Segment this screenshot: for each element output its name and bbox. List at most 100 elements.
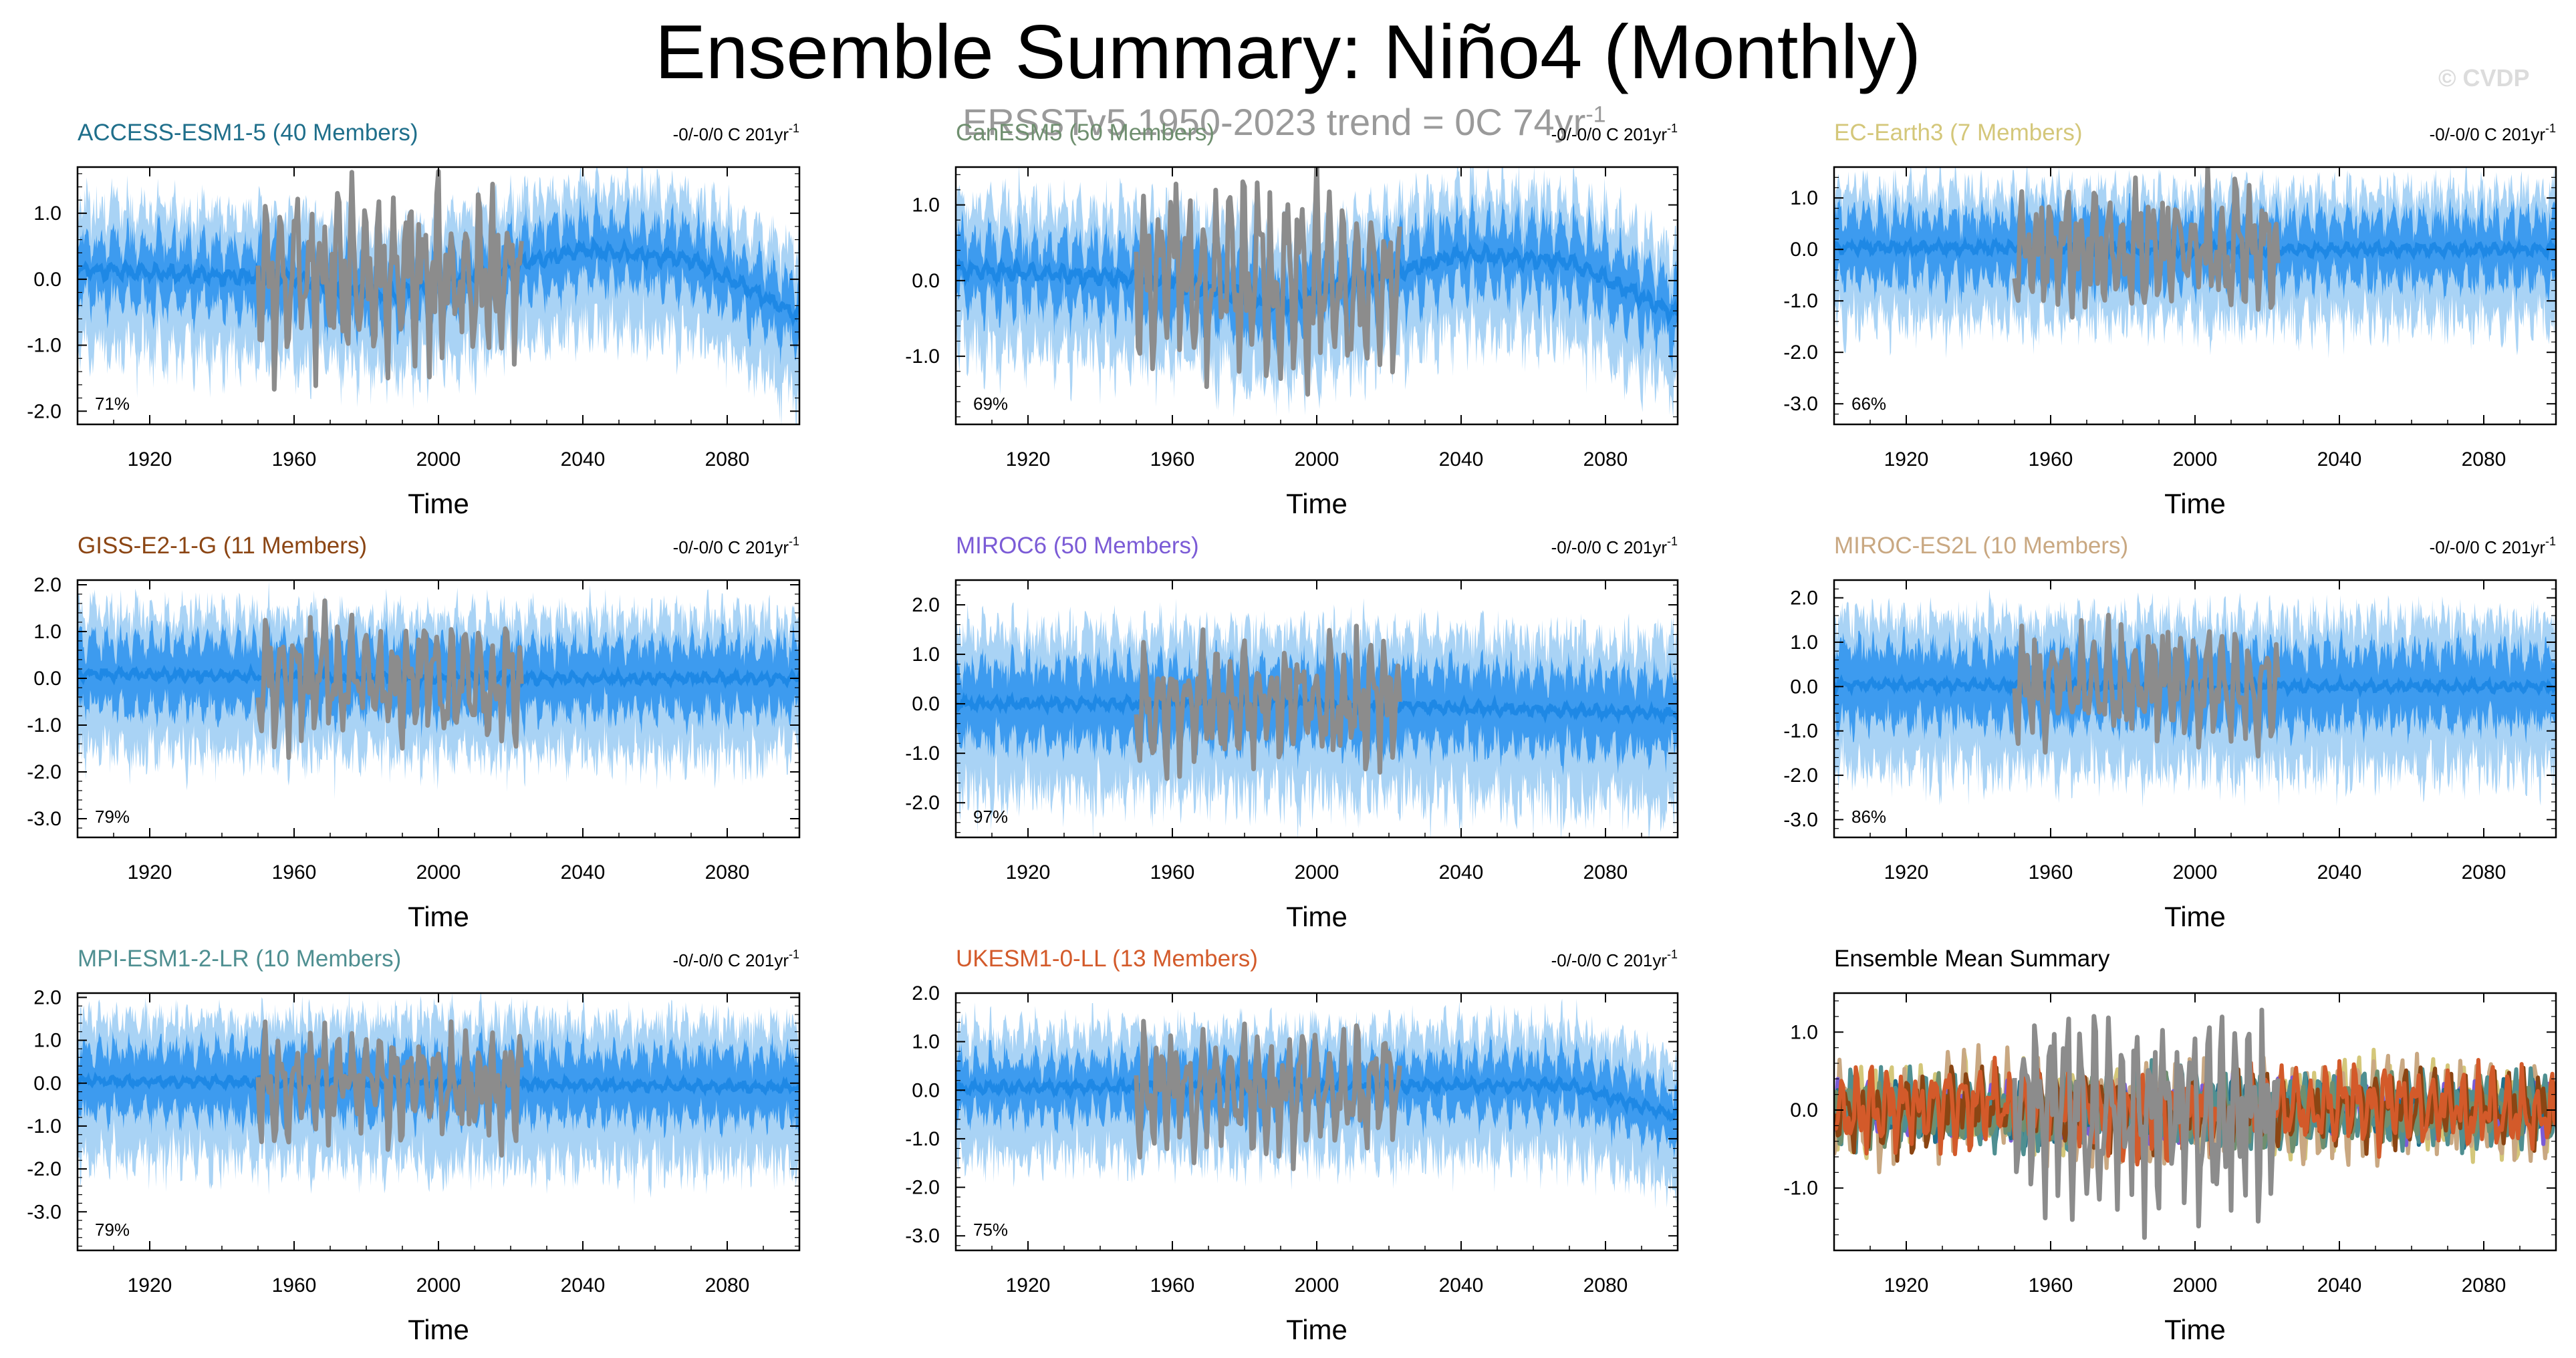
plot-area	[956, 598, 1678, 837]
observations-line	[1134, 167, 1402, 397]
chart-panel-1: 1920 1960 2000 2040 2080 1.0 0.0 -1.0 -2.0 Time AC…	[27, 120, 801, 519]
chart-panel-6: 1920 1960 2000 2040 2080 2.0 1.0 0.0 -1.0 -2.0 -3.…	[1783, 533, 2557, 932]
y-tick-label: 0.0	[33, 668, 61, 690]
y-tick-label: 1.0	[33, 202, 61, 225]
x-tick-label: 2000	[416, 448, 461, 470]
x-tick-label: 1960	[272, 448, 317, 470]
percent-label: 75%	[973, 1220, 1008, 1240]
x-tick-label: 2000	[2173, 448, 2218, 470]
plot-area	[956, 998, 1678, 1210]
x-tick-label: 2040	[2317, 448, 2362, 470]
observations-line	[255, 1019, 524, 1158]
x-tick-label: 1960	[2029, 448, 2073, 470]
observations-line	[2012, 612, 2281, 759]
x-tick-label: 2080	[2462, 861, 2506, 884]
plot-area	[1834, 1007, 2556, 1240]
trend-label-superscript: -1	[1667, 122, 1678, 135]
y-tick-label: -1.0	[905, 346, 940, 368]
subtitle-superscript: -1	[1585, 102, 1606, 128]
trend-label-text: -0/-0/0 C 201yr	[1551, 950, 1668, 970]
y-tick-label: -3.0	[1783, 809, 1818, 831]
trend-label: -0/-0/0 C 201yr-1	[673, 122, 799, 144]
y-tick-label: -3.0	[27, 808, 61, 830]
x-axis-label: Time	[1286, 488, 1347, 519]
percent-label: 71%	[95, 394, 130, 414]
y-tick-label: 2.0	[912, 594, 940, 616]
y-tick-label: -1.0	[27, 714, 61, 736]
x-tick-label: 2040	[561, 861, 606, 884]
x-tick-label: 2040	[561, 448, 606, 470]
x-axis-label: Time	[1286, 901, 1347, 932]
panel-title: CanESM5 (50 Members)	[956, 120, 1214, 146]
y-tick-label: 2.0	[33, 986, 61, 1008]
x-tick-label: 1960	[2029, 1274, 2073, 1297]
x-tick-label: 2000	[1295, 448, 1339, 470]
y-tick-label: -2.0	[905, 1177, 940, 1199]
observations-line	[2012, 1007, 2281, 1240]
x-tick-label: 1960	[272, 1274, 317, 1297]
figure-subtitle: ERSSTv5 1950-2023 trend = 0C 74yr-1	[962, 100, 1606, 144]
x-tick-label: 1920	[1884, 861, 1929, 884]
panel-title: GISS-E2-1-G (11 Members)	[78, 533, 367, 559]
y-tick-label: -1.0	[1783, 720, 1818, 742]
y-tick-label: -2.0	[905, 792, 940, 814]
y-tick-label: 0.0	[1790, 676, 1818, 698]
y-tick-label: -1.0	[905, 742, 940, 765]
y-tick-label: 1.0	[1790, 187, 1818, 209]
trend-label-text: -0/-0/0 C 201yr	[673, 124, 789, 144]
percent-label: 86%	[1851, 807, 1886, 827]
observations-line	[2012, 167, 2281, 320]
x-tick-label: 2040	[1439, 448, 1484, 470]
y-tick-label: -2.0	[1783, 342, 1818, 364]
chart-panel-5: 1920 1960 2000 2040 2080 2.0 1.0 0.0 -1.0 -2.0 Tim…	[905, 533, 1679, 932]
trend-label: -0/-0/0 C 201yr-1	[673, 948, 799, 970]
x-tick-label: 1920	[128, 1274, 172, 1297]
y-tick-label: 0.0	[33, 269, 61, 291]
x-tick-label: 2080	[1583, 448, 1628, 470]
y-tick-label: 0.0	[912, 1079, 940, 1101]
x-tick-label: 2040	[1439, 1274, 1484, 1297]
y-tick-label: -1.0	[1783, 1178, 1818, 1200]
x-tick-label: 1920	[1006, 448, 1051, 470]
x-tick-label: 1920	[1884, 448, 1929, 470]
x-tick-label: 2080	[1583, 861, 1628, 884]
x-tick-label: 2000	[416, 861, 461, 884]
y-tick-label: -2.0	[27, 761, 61, 783]
x-axis-label: Time	[2164, 488, 2226, 519]
x-tick-label: 1920	[128, 448, 172, 470]
y-tick-label: -2.0	[1783, 765, 1818, 787]
observations-line	[255, 598, 524, 761]
y-tick-label: -2.0	[27, 400, 61, 422]
chart-panel-8: 1920 1960 2000 2040 2080 2.0 1.0 0.0 -1.0 -2.0 -3.…	[905, 946, 1679, 1345]
trend-label-superscript: -1	[789, 948, 799, 961]
trend-label-superscript: -1	[789, 122, 799, 135]
x-tick-label: 1920	[1006, 1274, 1051, 1297]
y-tick-label: -3.0	[1783, 393, 1818, 415]
y-tick-label: -3.0	[27, 1201, 61, 1223]
x-tick-label: 2040	[2317, 1274, 2362, 1297]
y-tick-label: -3.0	[905, 1225, 940, 1247]
y-tick-label: 2.0	[1790, 587, 1818, 609]
trend-label-text: -0/-0/0 C 201yr	[1551, 124, 1668, 144]
trend-label-superscript: -1	[1667, 535, 1678, 548]
plot-area	[1834, 167, 2556, 359]
trend-label-superscript: -1	[1667, 948, 1678, 961]
trend-label: -0/-0/0 C 201yr-1	[1551, 122, 1678, 144]
x-tick-label: 1960	[2029, 861, 2073, 884]
trend-label: -0/-0/0 C 201yr-1	[2430, 535, 2556, 557]
credit-watermark: © CVDP	[2438, 64, 2530, 92]
x-tick-label: 2080	[2462, 1274, 2506, 1297]
trend-label-superscript: -1	[2545, 122, 2556, 135]
plot-area	[956, 167, 1678, 419]
x-tick-label: 1960	[1150, 861, 1195, 884]
y-tick-label: 2.0	[912, 982, 940, 1004]
ensemble-mean-line	[956, 241, 1678, 327]
plot-area	[78, 581, 799, 799]
percent-label: 79%	[95, 1220, 130, 1240]
y-tick-label: 0.0	[1790, 1099, 1818, 1121]
panel-title: MIROC6 (50 Members)	[956, 533, 1199, 559]
panel-title: Ensemble Mean Summary	[1834, 946, 2110, 972]
x-tick-label: 2080	[705, 1274, 750, 1297]
